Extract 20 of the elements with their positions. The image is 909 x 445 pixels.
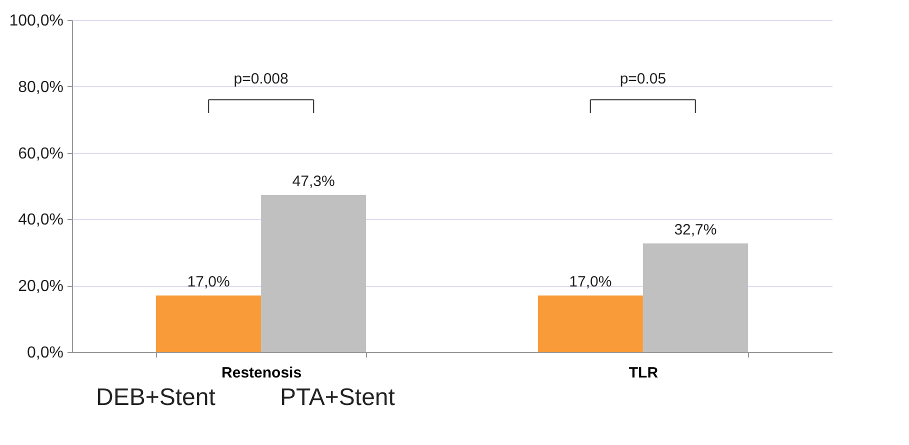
bar (642, 243, 748, 352)
y-tick-label: 80,0% (18, 78, 64, 96)
x-tick-label: TLR (628, 364, 658, 382)
bar (261, 194, 366, 352)
series-label: DEB+Stent (96, 384, 216, 411)
data-label: 47,3% (292, 172, 335, 190)
annotation: p=0.05 (620, 70, 666, 88)
series-label: PTA+Stent (280, 384, 396, 411)
y-tick-label: 40,0% (18, 212, 64, 229)
y-tick-label: 100,0% (9, 12, 64, 30)
data-label: 17,0% (187, 274, 230, 291)
data-label: 32,7% (674, 221, 717, 238)
bar (156, 296, 262, 352)
data-label: 17,0% (569, 274, 612, 291)
bar (538, 296, 643, 352)
y-tick-label: 20,0% (18, 278, 64, 296)
y-tick-label: 0,0% (27, 344, 64, 362)
y-tick-label: 60,0% (18, 145, 64, 162)
annotation: p=0.008 (234, 70, 288, 88)
x-tick-label: Restenosis (222, 364, 302, 382)
